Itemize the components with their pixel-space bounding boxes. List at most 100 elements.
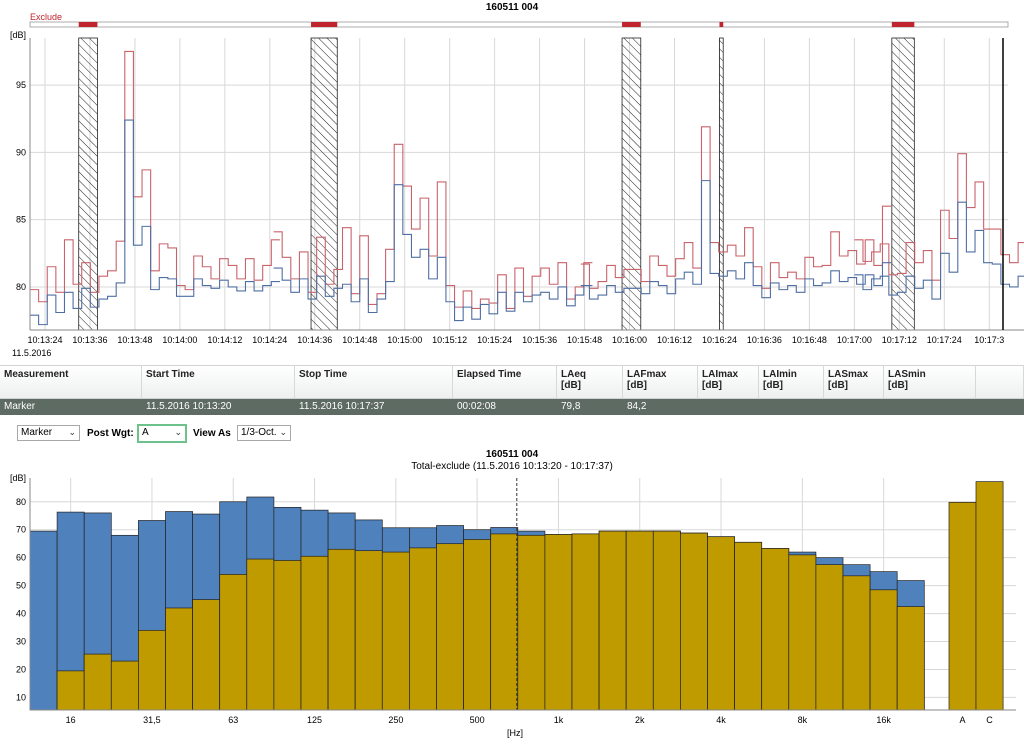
exclude-label: Exclude [30,12,62,22]
column-header[interactable]: Start Time [142,366,295,398]
column-header[interactable]: LAFmax [dB] [623,366,698,398]
bar-a-weighted [788,554,817,711]
column-header-unit: [dB] [828,380,848,391]
exclude-mark [719,22,724,27]
bar-a-weighted [869,589,898,711]
exclude-marks [78,22,915,27]
bar-a-weighted [56,670,85,711]
x-tick-label: 10:16:12 [657,335,692,345]
x-tick-label: 31,5 [143,715,161,725]
x-tick-label: 10:14:12 [207,335,242,345]
exclude-mark [891,22,915,27]
column-header-label: Stop Time [299,369,348,380]
series-line-lafmax [273,143,593,310]
x-tick-label: 10:17:3 [974,335,1004,345]
spectrum-y-axis-label: [dB] [10,473,26,483]
bar-a-weighted [110,660,139,711]
x-tick-label: 10:16:00 [612,335,647,345]
exclude-bar[interactable] [29,21,1009,28]
column-header-unit: [dB] [561,380,581,391]
column-header-label: Measurement [4,369,69,380]
exclude-mark [622,22,641,27]
x-tick-label: 10:16:24 [702,335,737,345]
view-as-select[interactable]: 1/3-Oct. ⌄ [237,425,291,441]
x-tick-label: 250 [388,715,403,725]
column-header-unit: [dB] [763,380,783,391]
x-tick-label: 10:17:12 [882,335,917,345]
column-header[interactable]: LASmin [dB] [884,366,976,398]
level-lines [30,50,1024,326]
chevron-down-icon: ⌄ [279,427,287,437]
y-tick-label: 30 [16,637,26,647]
y-tick-label: 80 [16,282,26,292]
column-header[interactable]: LAImin [dB] [759,366,824,398]
excluded-region [621,37,642,331]
series-line-laeq [854,201,1024,300]
x-tick-label: A [960,715,966,725]
column-header[interactable]: Measurement [0,366,142,398]
column-header[interactable]: Elapsed Time [453,366,557,398]
column-header[interactable]: LAImax [dB] [698,366,759,398]
x-tick-label: 500 [470,715,485,725]
x-tick-label: 10:13:24 [27,335,62,345]
x-tick-label: 16 [66,715,76,725]
column-header-label: LAImax [702,369,739,380]
y-tick-label: 10 [16,692,26,702]
spectrum-subtitle: Total-exclude (11.5.2016 10:13:20 - 10:1… [411,461,613,472]
column-header[interactable]: Stop Time [295,366,453,398]
chevron-down-icon: ⌄ [68,427,76,437]
column-header-label: Elapsed Time [457,369,522,380]
bar-a-weighted [598,530,627,711]
top-axes: 80 85 90 95 10:13:24 10:13:36 10:13:48 10:14:00… [16,38,1024,345]
x-tick-label: 10:15:12 [432,335,467,345]
table-cell [698,399,759,415]
x-tick-label: 125 [307,715,322,725]
x-tick-label: 10:13:48 [117,335,152,345]
bar-a-weighted [734,541,763,711]
x-tick-label: 63 [228,715,238,725]
series-line-lafmax [854,153,1024,281]
table-cell: Marker [4,401,36,412]
x-tick-label: 10:13:36 [72,335,107,345]
series-line-lafmax [30,50,280,303]
column-header[interactable]: LAeq [dB] [557,366,623,398]
post-wgt-select[interactable]: A ⌄ [137,424,187,443]
series-line-lafmax [580,126,892,289]
x-tick-label: 10:17:00 [837,335,872,345]
table-cell: 79,8 [561,401,581,412]
bar-a-weighted [761,548,790,711]
x-tick-label: 10:16:48 [792,335,827,345]
bar-a-weighted [273,560,302,711]
y-tick-label: 85 [16,215,26,225]
bar-a-weighted [815,564,844,711]
bar-a-weighted [300,555,329,711]
top-chart-title: 160511 004 [486,2,539,13]
x-tick-label: 4k [716,715,726,725]
table-cell: 11.5.2016 10:17:37 [299,401,385,412]
spectrum-title: 160511 004 [486,449,539,460]
column-header-filler [976,366,1024,398]
column-header-unit: [dB] [888,380,908,391]
view-as-label: View As [193,428,231,439]
bar-a-weighted [436,543,464,711]
results-table: Measurement Start Time Stop Time Elapsed Ti… [0,365,1024,415]
table-cell [824,399,884,415]
marker-select[interactable]: Marker ⌄ [17,425,80,441]
column-header[interactable]: LASmax [dB] [824,366,884,398]
bar-a-weighted [354,550,383,711]
excluded-region [78,37,98,331]
table-row[interactable]: Marker 11.5.2016 10:13:20 11.5.2016 10:17:… [0,399,1024,415]
y-tick-label: 20 [16,664,26,674]
spectrum-chart[interactable]: 160511 004 Total-exclude (11.5.2016 10:1… [0,446,1024,748]
controls-bar: Marker ⌄ Post Wgt: A ⌄ View As 1/3-Oct. … [0,422,1024,446]
total-bar-c [975,481,1004,711]
spectrum-x-axis-label: [Hz] [507,728,523,738]
x-tick-label: C [986,715,993,725]
x-tick-label: 10:14:48 [342,335,377,345]
bar-a-weighted [490,533,519,711]
bar-a-weighted [625,530,654,711]
total-bar-a [948,501,977,711]
time-history-chart[interactable]: 160511 004 Exclude [dB] 80 85 90 95 10:13:24… [0,0,1024,362]
excluded-region [891,37,915,331]
column-header-label: LASmin [888,369,926,380]
